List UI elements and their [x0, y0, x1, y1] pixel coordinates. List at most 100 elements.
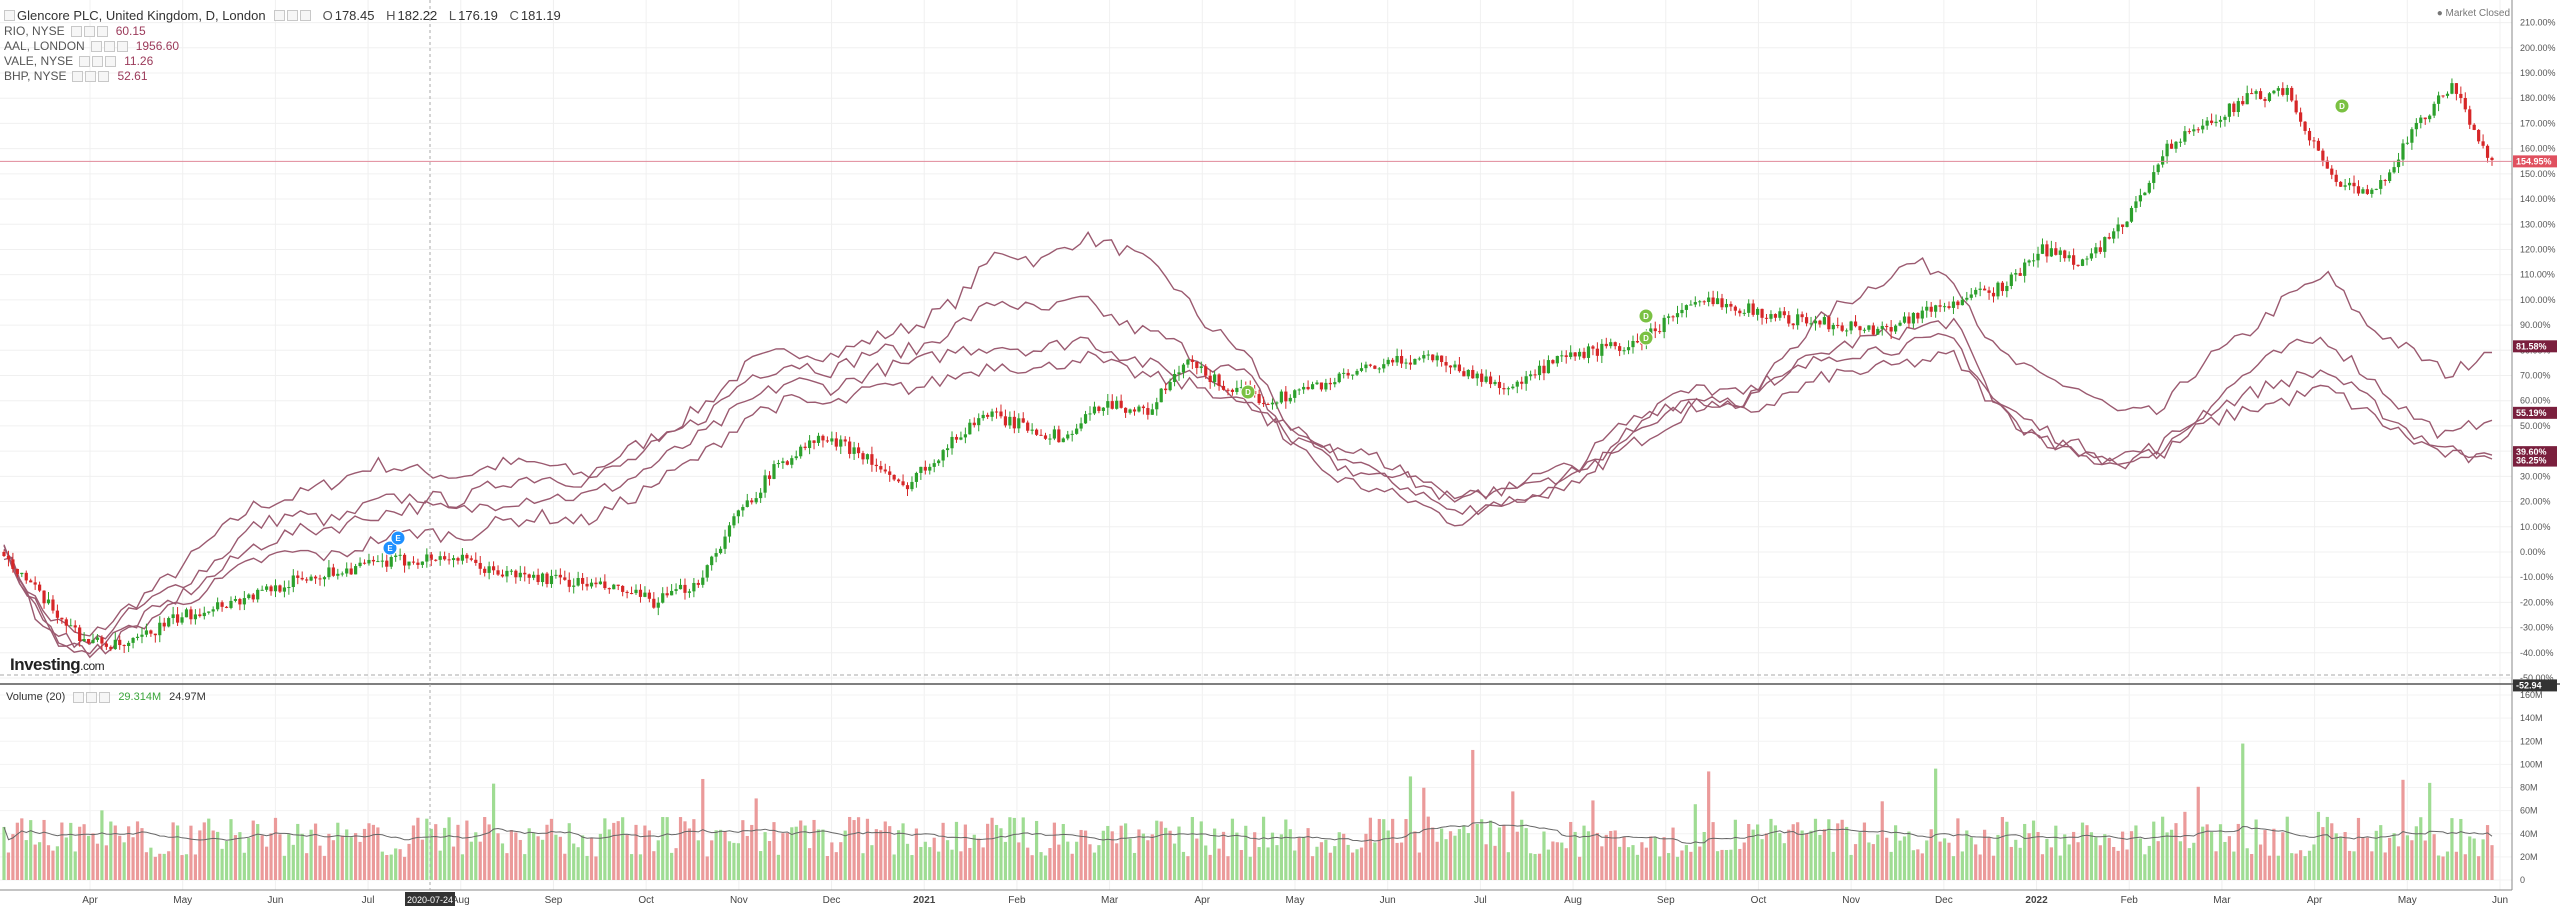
dividend-marker[interactable]: D: [2334, 98, 2350, 114]
eye-icon[interactable]: [72, 71, 84, 82]
eye-icon[interactable]: [273, 9, 285, 21]
settings-icon[interactable]: [83, 26, 95, 37]
settings-icon[interactable]: [86, 691, 98, 703]
candle-body: [144, 630, 149, 635]
candle-body: [2196, 129, 2200, 131]
candle-body: [1052, 429, 1056, 439]
candle-body: [825, 440, 829, 442]
candle-body: [1760, 308, 1764, 318]
volume-bar: [140, 828, 144, 880]
volume-bar: [1310, 856, 1315, 880]
legend-compare-row[interactable]: AAL, LONDON 1956.60: [4, 39, 569, 54]
eye-icon[interactable]: [70, 26, 82, 37]
candle-body: [162, 622, 166, 627]
volume-bar: [216, 831, 220, 880]
candle-body: [2143, 192, 2147, 196]
settings-icon[interactable]: [103, 41, 115, 52]
candle-body: [367, 559, 371, 564]
volume-bar: [2165, 832, 2169, 880]
volume-bar: [2352, 851, 2356, 880]
candle-body: [322, 577, 327, 580]
volume-bar: [1261, 816, 1266, 880]
event-markers[interactable]: EE D D D D: [382, 98, 2350, 556]
eye-icon[interactable]: [79, 56, 91, 67]
volume-bar: [2152, 821, 2156, 880]
legend-compare-row[interactable]: BHP, NYSE 52.61: [4, 69, 569, 84]
close-icon[interactable]: [116, 41, 128, 52]
volume-bar: [861, 853, 865, 880]
legend-compare-row[interactable]: VALE, NYSE 11.26: [4, 54, 569, 69]
candle-body: [1965, 297, 1969, 300]
settings-icon[interactable]: [85, 71, 97, 82]
candle-body: [278, 585, 282, 592]
close-icon[interactable]: [99, 691, 111, 703]
volume-legend[interactable]: Volume (20) 29.314M 24.97M: [6, 691, 206, 703]
candle-body: [638, 589, 643, 597]
candle-body: [1889, 327, 1893, 332]
candle-body: [1164, 388, 1168, 391]
candle-body: [2281, 88, 2285, 95]
candle-body: [790, 458, 794, 465]
candle-body: [135, 636, 140, 638]
volume-bar: [1791, 824, 1795, 880]
x-tick-label: Jul: [362, 895, 375, 906]
eye-icon[interactable]: [73, 691, 85, 703]
volume-bar: [1586, 831, 1591, 880]
volume-bar: [1124, 823, 1128, 880]
earnings-marker-letter: E: [395, 534, 401, 543]
dividend-marker[interactable]: D: [1638, 330, 1654, 346]
dividend-marker[interactable]: D: [1240, 384, 1256, 400]
volume-bar: [2045, 838, 2049, 880]
candle-body: [456, 558, 460, 561]
volume-bar: [950, 849, 954, 880]
volume-bar: [1275, 845, 1279, 880]
close-icon[interactable]: [299, 9, 311, 21]
legend-compare-row[interactable]: RIO, NYSE 60.15: [4, 24, 569, 39]
volume-bar: [2258, 844, 2263, 880]
compare-value: 11.26: [124, 54, 154, 68]
volume-bar: [175, 825, 180, 880]
volume-bar: [999, 828, 1003, 880]
volume-bar: [1186, 856, 1190, 880]
volume-bar: [1689, 851, 1693, 880]
close-icon[interactable]: [98, 71, 110, 82]
candle-body: [95, 637, 100, 640]
volume-bar: [1048, 848, 1052, 880]
candle-body: [2370, 189, 2374, 194]
candle-body: [892, 474, 896, 480]
volume-bar: [1787, 829, 1791, 880]
y-tick-label: 50.00%: [2520, 421, 2551, 431]
volume-bar: [879, 830, 883, 880]
candle-body: [2076, 264, 2080, 266]
candle-body: [2174, 141, 2178, 149]
volume-bar: [1382, 819, 1386, 880]
settings-icon[interactable]: [92, 56, 104, 67]
volume-bar: [394, 848, 398, 880]
earnings-marker[interactable]: E: [382, 540, 398, 556]
compare-value: 1956.60: [135, 39, 180, 53]
candle-body: [6, 556, 11, 560]
close-icon[interactable]: [96, 26, 108, 37]
candle-body: [193, 614, 197, 620]
volume-bar: [171, 822, 175, 880]
candle-body: [1284, 391, 1288, 402]
candle-body: [2481, 141, 2485, 146]
volume-bar: [941, 822, 945, 880]
volume-tick-label: 20M: [2520, 852, 2538, 862]
collapse-legend-icon[interactable]: [4, 9, 15, 21]
candle-body: [291, 575, 295, 588]
close-icon[interactable]: [105, 56, 117, 67]
volume-bar: [1484, 844, 1488, 880]
earnings-marker[interactable]: E: [390, 530, 406, 546]
crosshair-date-box: [405, 892, 455, 906]
dividend-marker[interactable]: D: [1638, 308, 1654, 324]
eye-icon[interactable]: [90, 41, 102, 52]
volume-bar: [2468, 836, 2472, 880]
candle-body: [750, 500, 754, 503]
volume-bar: [1493, 845, 1497, 880]
volume-bar: [1119, 825, 1123, 880]
legend-main-row[interactable]: Glencore PLC, United Kingdom, D, London …: [4, 6, 569, 24]
settings-icon[interactable]: [286, 9, 298, 21]
candle-body: [968, 422, 972, 435]
